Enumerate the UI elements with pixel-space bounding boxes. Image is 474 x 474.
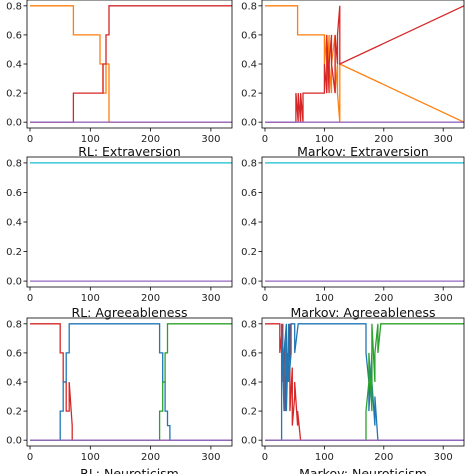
y-tick-label: 0.8 xyxy=(241,158,257,169)
y-tick-label: 0.4 xyxy=(6,218,22,229)
x-tick-label: 100 xyxy=(315,452,334,463)
y-tick-label: 0.6 xyxy=(6,348,22,359)
series-line-3 xyxy=(265,323,464,441)
subplot-title-bottom: RL: Neuroticism xyxy=(80,466,179,474)
y-tick-label: 0.0 xyxy=(241,277,257,288)
y-tick-label: 0.8 xyxy=(241,1,257,12)
y-tick-label: 0.2 xyxy=(6,407,22,418)
y-tick-label: 0.2 xyxy=(241,247,257,258)
y-tick-label: 0.6 xyxy=(241,30,257,41)
y-tick-label: 0.2 xyxy=(6,247,22,258)
x-tick-label: 0 xyxy=(27,293,33,304)
axes-frame xyxy=(261,0,465,129)
y-tick-label: 0.4 xyxy=(6,60,22,71)
series-line-2 xyxy=(265,5,465,123)
x-tick-label: 100 xyxy=(315,293,334,304)
subplot-1: 0.0 0.2 0.4 0.6 0.8 0 100 200 300 xyxy=(6,0,233,145)
y-tick-label: 0.4 xyxy=(241,218,257,229)
x-tick-label: 0 xyxy=(262,293,268,304)
y-tick-label: 0.2 xyxy=(241,407,257,418)
x-tick-label: 300 xyxy=(201,452,220,463)
x-tick-label: 0 xyxy=(27,452,33,463)
series-line-3 xyxy=(30,323,232,441)
y-tick-label: 0.8 xyxy=(6,1,22,12)
series-line-2 xyxy=(30,5,232,123)
y-tick-label: 0.4 xyxy=(6,378,22,389)
x-tick-label: 200 xyxy=(374,452,393,463)
x-tick-label: 0 xyxy=(262,452,268,463)
series-line-1 xyxy=(30,323,232,441)
subplot-4: 0.0 0.2 0.4 0.6 0.8 0 100 200 300 Markov: Extrave… xyxy=(241,144,465,304)
x-tick-label: 100 xyxy=(81,452,100,463)
subplot-title: Markov: Extraversion xyxy=(297,144,429,159)
series-line-1 xyxy=(265,323,464,441)
y-tick-label: 0.6 xyxy=(6,30,22,41)
y-tick-label: 0.8 xyxy=(6,158,22,169)
x-tick-label: 100 xyxy=(81,293,100,304)
x-tick-label: 300 xyxy=(434,293,453,304)
subplot-title: RL: Agreeableness xyxy=(72,305,188,320)
series-line-1 xyxy=(30,5,232,123)
subplot-2: 0.0 0.2 0.4 0.6 0.8 0 100 200 300 xyxy=(241,0,465,145)
subplot-title: RL: Extraversion xyxy=(78,144,181,159)
x-tick-label: 200 xyxy=(374,293,393,304)
axes-frame xyxy=(26,317,233,447)
axes-frame xyxy=(26,0,233,129)
x-tick-label: 200 xyxy=(141,134,160,145)
y-tick-label: 0.0 xyxy=(6,277,22,288)
y-tick-label: 0.4 xyxy=(241,378,257,389)
x-tick-label: 300 xyxy=(434,134,453,145)
series-line-2 xyxy=(30,323,232,441)
y-tick-label: 0.0 xyxy=(6,436,22,447)
y-tick-label: 0.2 xyxy=(6,89,22,100)
y-tick-label: 0.0 xyxy=(241,436,257,447)
subplot-5: 0.0 0.2 0.4 0.6 0.8 0 100 200 300 RL: Agreeablene… xyxy=(6,305,233,463)
series-line-1 xyxy=(265,5,465,123)
subplot-6: 0.0 0.2 0.4 0.6 0.8 0 100 200 300 Markov: Agreeab… xyxy=(241,305,465,463)
axes-frame xyxy=(261,156,465,288)
subplot-3: 0.0 0.2 0.4 0.6 0.8 0 100 200 300 RL: Extraversio… xyxy=(6,144,233,304)
subplot-title-bottom: Markov: Neuroticism xyxy=(299,466,427,474)
x-tick-label: 300 xyxy=(201,134,220,145)
y-tick-label: 0.6 xyxy=(241,188,257,199)
x-tick-label: 300 xyxy=(201,293,220,304)
x-tick-label: 300 xyxy=(434,452,453,463)
y-tick-label: 0.6 xyxy=(241,348,257,359)
y-tick-label: 0.6 xyxy=(6,188,22,199)
x-tick-label: 200 xyxy=(141,293,160,304)
y-tick-label: 0.8 xyxy=(241,319,257,330)
y-tick-label: 0.2 xyxy=(241,89,257,100)
x-tick-label: 100 xyxy=(81,134,100,145)
axes-frame xyxy=(26,156,233,288)
x-tick-label: 0 xyxy=(262,134,268,145)
y-tick-label: 0.0 xyxy=(241,118,257,129)
x-tick-label: 200 xyxy=(141,452,160,463)
x-tick-label: 0 xyxy=(27,134,33,145)
y-tick-label: 0.4 xyxy=(241,60,257,71)
x-tick-label: 100 xyxy=(315,134,334,145)
x-tick-label: 200 xyxy=(374,134,393,145)
y-tick-label: 0.0 xyxy=(6,118,22,129)
y-tick-label: 0.8 xyxy=(6,319,22,330)
subplot-title: Markov: Agreeableness xyxy=(290,305,435,320)
